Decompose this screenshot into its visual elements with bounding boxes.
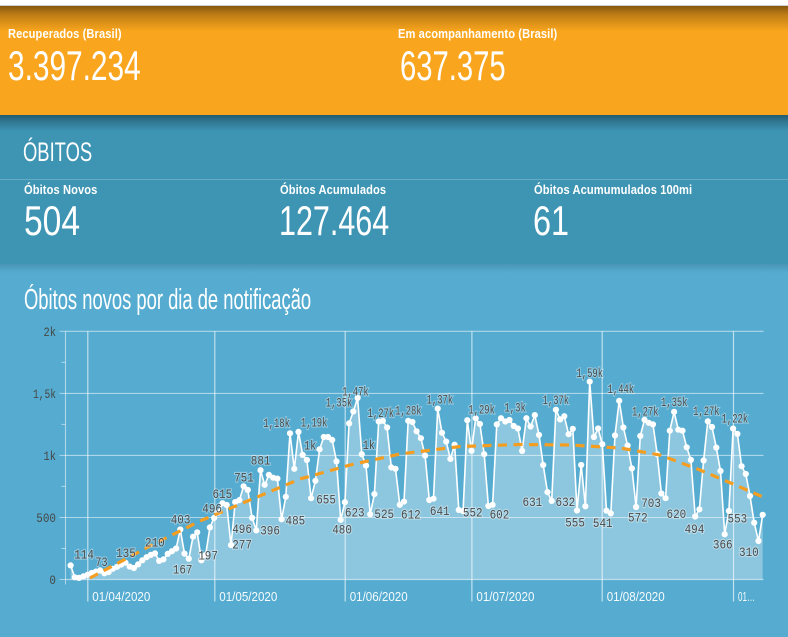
- svg-text:01/05/2020: 01/05/2020: [219, 590, 277, 604]
- svg-text:494: 494: [685, 522, 705, 537]
- svg-text:167: 167: [173, 563, 193, 578]
- svg-text:114: 114: [74, 547, 94, 562]
- svg-text:1,29k: 1,29k: [468, 403, 495, 418]
- svg-text:552: 552: [463, 506, 483, 521]
- svg-text:396: 396: [260, 524, 280, 539]
- svg-text:525: 525: [374, 507, 394, 522]
- svg-text:500: 500: [36, 511, 56, 526]
- svg-text:01/08/2020: 01/08/2020: [607, 590, 665, 604]
- svg-text:496: 496: [202, 502, 222, 517]
- svg-text:1k: 1k: [363, 438, 375, 453]
- svg-text:01/06/2020: 01/06/2020: [350, 590, 408, 604]
- svg-text:602: 602: [490, 508, 510, 523]
- svg-text:1,35k: 1,35k: [661, 395, 688, 410]
- svg-text:631: 631: [523, 495, 543, 510]
- svg-text:1k: 1k: [44, 449, 57, 464]
- svg-text:1,27k: 1,27k: [693, 404, 720, 419]
- svg-text:1,35k: 1,35k: [326, 395, 353, 410]
- svg-text:1,19k: 1,19k: [301, 415, 328, 430]
- svg-text:1,37k: 1,37k: [543, 393, 570, 408]
- svg-text:655: 655: [316, 492, 336, 507]
- svg-text:2k: 2k: [44, 325, 57, 340]
- svg-text:485: 485: [286, 513, 306, 528]
- svg-text:1k: 1k: [304, 439, 316, 454]
- svg-text:632: 632: [556, 495, 576, 510]
- svg-text:881: 881: [251, 454, 271, 469]
- svg-text:615: 615: [213, 487, 233, 502]
- svg-text:480: 480: [332, 523, 352, 538]
- svg-text:572: 572: [628, 511, 648, 526]
- svg-text:01/07/2020: 01/07/2020: [476, 590, 534, 604]
- svg-text:541: 541: [593, 516, 613, 531]
- svg-text:1,27k: 1,27k: [632, 405, 659, 420]
- svg-text:1,3k: 1,3k: [504, 400, 526, 415]
- svg-text:310: 310: [739, 545, 759, 560]
- svg-text:0: 0: [49, 573, 56, 588]
- svg-text:620: 620: [667, 507, 687, 522]
- svg-text:1,44k: 1,44k: [608, 382, 635, 397]
- svg-text:73: 73: [95, 555, 107, 570]
- svg-text:1,22k: 1,22k: [722, 412, 749, 427]
- svg-text:01/04/2020: 01/04/2020: [92, 590, 150, 604]
- svg-text:555: 555: [565, 515, 585, 530]
- svg-text:197: 197: [198, 548, 218, 563]
- svg-text:403: 403: [171, 512, 191, 527]
- svg-text:612: 612: [401, 508, 421, 523]
- svg-text:366: 366: [713, 538, 733, 553]
- svg-text:01…: 01…: [738, 590, 755, 604]
- svg-text:1,18k: 1,18k: [263, 416, 290, 431]
- svg-text:1,5k: 1,5k: [33, 387, 56, 402]
- svg-text:623: 623: [345, 505, 365, 520]
- svg-text:277: 277: [232, 538, 252, 553]
- svg-text:1,37k: 1,37k: [427, 393, 454, 408]
- svg-text:751: 751: [234, 471, 254, 486]
- svg-text:135: 135: [116, 546, 136, 561]
- svg-text:1,27k: 1,27k: [368, 406, 395, 421]
- svg-text:641: 641: [430, 504, 450, 519]
- svg-text:1,47k: 1,47k: [342, 384, 369, 399]
- svg-text:703: 703: [641, 496, 661, 511]
- svg-text:210: 210: [145, 536, 165, 551]
- svg-text:496: 496: [232, 522, 252, 537]
- svg-text:1,59k: 1,59k: [577, 366, 604, 381]
- svg-text:553: 553: [728, 512, 748, 527]
- svg-text:1,28k: 1,28k: [395, 403, 422, 418]
